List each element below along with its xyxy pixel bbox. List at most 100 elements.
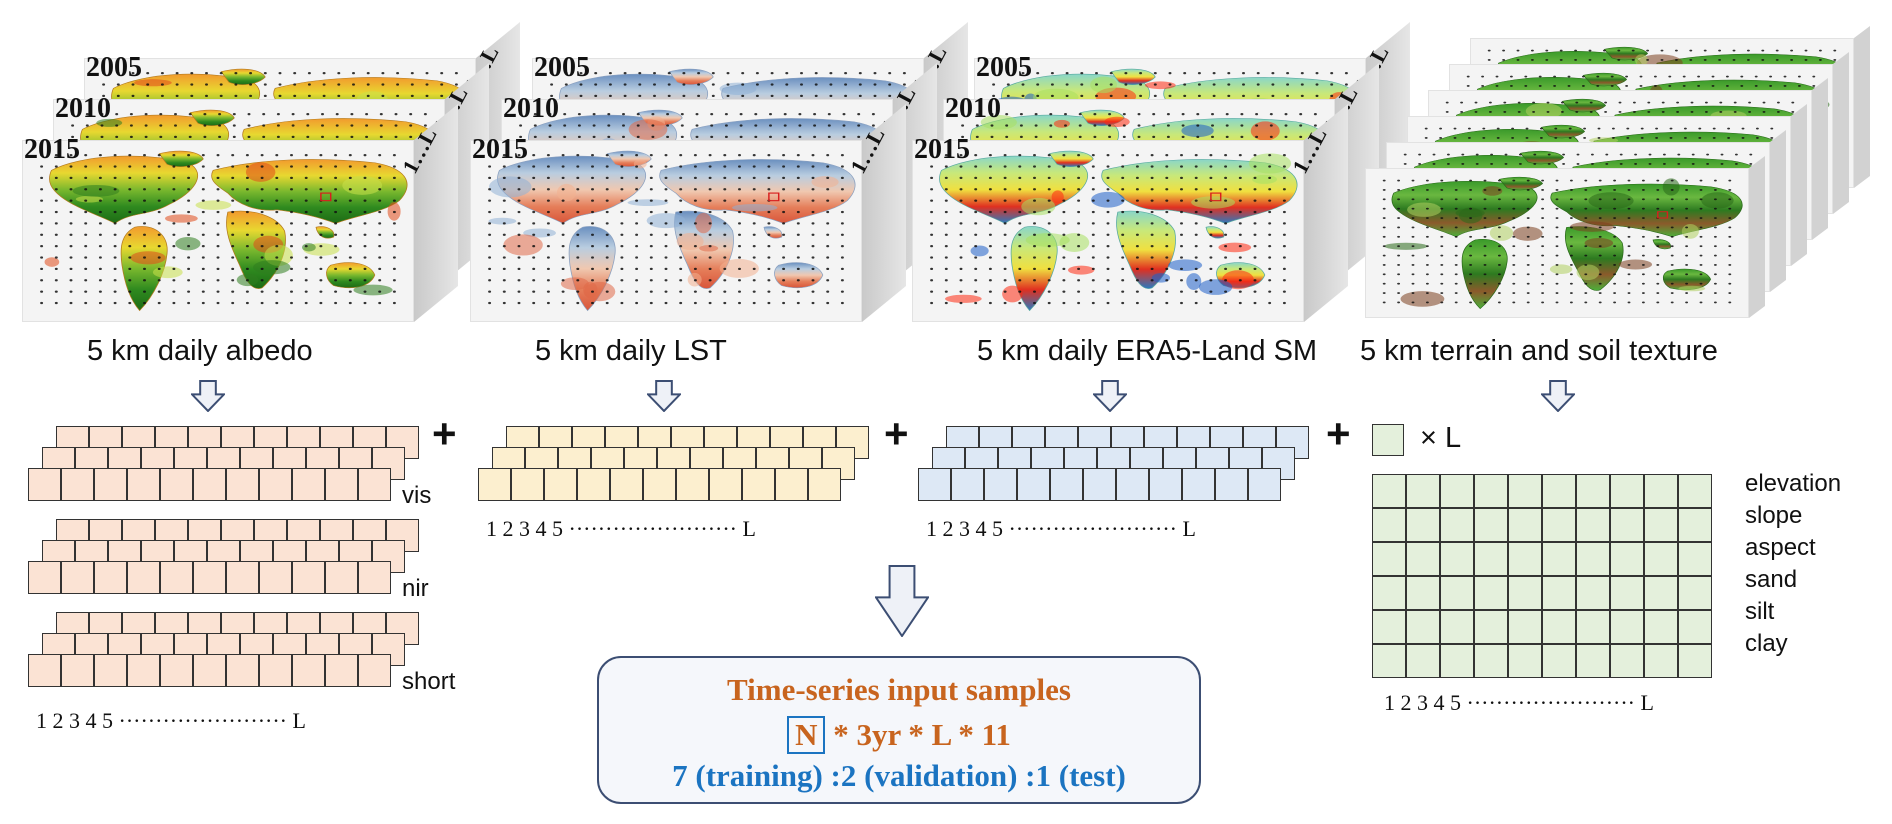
grid-cell (1678, 610, 1712, 644)
grid-cell (1406, 610, 1440, 644)
axis-ticks: 1 2 3 4 5 (36, 708, 119, 733)
grid-cell (1406, 474, 1440, 508)
axis-dots: ······················· (118, 708, 293, 733)
grid-cell (1508, 542, 1542, 576)
grid-cell (1542, 644, 1576, 678)
axis-dots: ······················· (1466, 690, 1641, 715)
grid-cell (1050, 468, 1083, 501)
data-split-ratio: 7 (training) :2 (validation) :1 (test) (672, 758, 1126, 793)
sample-title: Time-series input samples (727, 672, 1071, 707)
grid-cell (1372, 644, 1406, 678)
grid-cell (1542, 576, 1576, 610)
grid-cell (1440, 542, 1474, 576)
map-stack-side (1770, 130, 1786, 292)
year-label: 2005 (86, 52, 142, 83)
grid-row (28, 654, 391, 687)
static-label-elevation: elevation (1745, 470, 1842, 497)
grid-cell (1610, 542, 1644, 576)
grid-cell (1372, 542, 1406, 576)
grid-cell (1576, 508, 1610, 542)
grid-cell (577, 468, 610, 501)
axis-end: L (1182, 516, 1196, 541)
grid-cell (127, 654, 160, 687)
plus-sign: + (1326, 410, 1351, 457)
grid-cell (1644, 474, 1678, 508)
grid-cell (775, 468, 808, 501)
year-label: 2010 (503, 93, 559, 124)
map-stack-side (1854, 26, 1870, 188)
grid-cell (1542, 508, 1576, 542)
grid-cell (1576, 542, 1610, 576)
map-stack-side (1833, 52, 1849, 214)
static-label-slope: slope (1745, 502, 1803, 529)
map-stack-side (1749, 156, 1765, 318)
grid-cell (292, 468, 325, 501)
grid-cell (1474, 610, 1508, 644)
grid-cell (1610, 508, 1644, 542)
grid-cell (1610, 644, 1644, 678)
grid-cell (94, 468, 127, 501)
grid-cell (1474, 474, 1508, 508)
world-map-image (488, 150, 856, 312)
axis-end: L (742, 516, 756, 541)
grid-cell (1083, 468, 1116, 501)
map-stack-side (1304, 104, 1348, 322)
grid-row (28, 468, 391, 501)
grid-cell (28, 654, 61, 687)
static-variable-labels: elevation slope aspect sand silt clay (1745, 468, 1841, 660)
grid-cell (1508, 644, 1542, 678)
grid-cell (1542, 610, 1576, 644)
grid-cell (1474, 644, 1508, 678)
grid-cell (1215, 468, 1248, 501)
grid-row (28, 561, 391, 594)
map-stack-side (1812, 78, 1828, 240)
grid-cell (918, 468, 951, 501)
down-arrow-lst (647, 380, 681, 412)
grid-cell (127, 561, 160, 594)
year-label: 2015 (472, 134, 528, 165)
grid-cell (1610, 610, 1644, 644)
grid-cell (1406, 644, 1440, 678)
grid-cell (358, 468, 391, 501)
grid-cell (1149, 468, 1182, 501)
axis-dots: ······················· (1008, 516, 1183, 541)
grid-cell (358, 561, 391, 594)
grid-cell (292, 654, 325, 687)
grid-cell (1440, 644, 1474, 678)
grid-cell (28, 561, 61, 594)
band-label-vis: vis (402, 482, 432, 509)
grid-cell (193, 654, 226, 687)
caption-lst: 5 km daily LST (535, 335, 727, 367)
grid-cell (511, 468, 544, 501)
axis-ticks: 1 2 3 4 5 (1384, 690, 1467, 715)
grid-cell (325, 468, 358, 501)
sample-count-n: N (787, 716, 826, 754)
caption-terrain: 5 km terrain and soil texture (1360, 335, 1718, 367)
grid-cell (1576, 474, 1610, 508)
grid-cell (226, 468, 259, 501)
grid-cell (160, 654, 193, 687)
grid-row (42, 540, 405, 573)
grid-cell (1017, 468, 1050, 501)
grid-cell (1644, 644, 1678, 678)
grid-cell (984, 468, 1017, 501)
grid-cell (160, 468, 193, 501)
grid-cell (1644, 508, 1678, 542)
grid-cell (1610, 576, 1644, 610)
static-unit-cell (1372, 424, 1404, 456)
grid-cell (292, 561, 325, 594)
year-label: 2010 (945, 93, 1001, 124)
grid-cell (1542, 474, 1576, 508)
grid-cell (1678, 542, 1712, 576)
grid-cell (742, 468, 775, 501)
year-label: 2005 (976, 52, 1032, 83)
down-arrow-combine (875, 565, 929, 637)
grid-cell (1440, 474, 1474, 508)
plus-sign: + (432, 410, 457, 457)
grid-cell (1248, 468, 1281, 501)
caption-sm: 5 km daily ERA5-Land SM (977, 335, 1318, 367)
axis-ticks: 1 2 3 4 5 (926, 516, 1009, 541)
axis-end: L (292, 708, 306, 733)
grid-cell (1678, 508, 1712, 542)
